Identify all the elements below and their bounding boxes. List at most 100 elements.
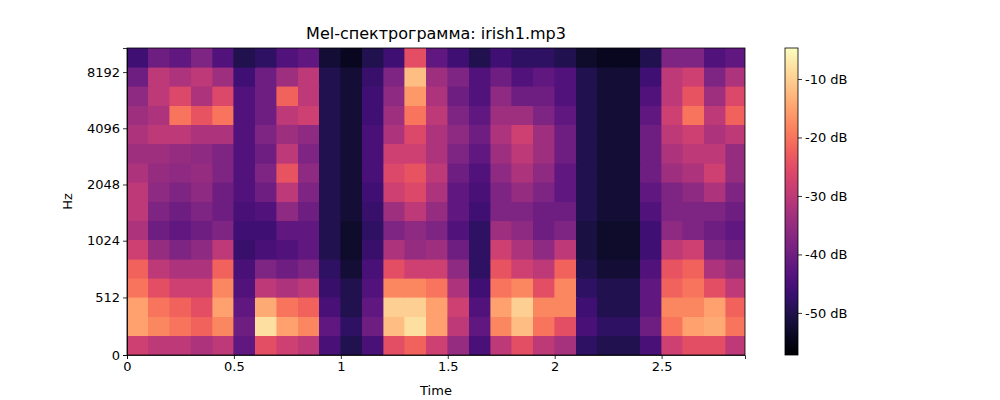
cell xyxy=(298,163,319,182)
tick-label: 2048 xyxy=(87,177,120,192)
cell xyxy=(619,86,640,105)
cell xyxy=(170,336,191,355)
cell xyxy=(619,221,640,240)
cell xyxy=(683,163,704,182)
cell xyxy=(191,336,212,355)
cell xyxy=(426,240,447,259)
axis-line xyxy=(799,49,803,356)
cell xyxy=(277,240,298,259)
cell xyxy=(469,163,490,182)
cell xyxy=(405,297,426,316)
cell xyxy=(277,297,298,316)
x-axis: 00.511.522.5 xyxy=(123,355,745,374)
cell xyxy=(148,48,169,67)
cell xyxy=(341,86,362,105)
cell xyxy=(234,221,255,240)
cell xyxy=(426,106,447,125)
cell xyxy=(533,240,554,259)
cell xyxy=(640,144,661,163)
tick: 512 xyxy=(95,290,127,305)
cell xyxy=(362,221,383,240)
cell xyxy=(576,163,597,182)
cell xyxy=(640,297,661,316)
tick-mark xyxy=(123,184,127,185)
cell xyxy=(341,259,362,278)
cell xyxy=(405,336,426,355)
cell xyxy=(362,317,383,336)
cell xyxy=(234,48,255,67)
cell xyxy=(191,67,212,86)
cell xyxy=(234,106,255,125)
cell xyxy=(597,202,618,221)
cell xyxy=(255,182,276,201)
cell xyxy=(298,106,319,125)
cell xyxy=(213,240,234,259)
cell xyxy=(491,317,512,336)
cell xyxy=(148,297,169,316)
cell xyxy=(533,297,554,316)
cell xyxy=(555,259,576,278)
title: Mel-спектрограмма: irish1.mp3 xyxy=(306,24,566,43)
cell xyxy=(127,163,148,182)
cell xyxy=(448,297,469,316)
cell xyxy=(597,297,618,316)
cell xyxy=(170,259,191,278)
tick: -30 dB xyxy=(798,189,848,204)
tick-label: -30 dB xyxy=(805,189,848,204)
cell xyxy=(213,182,234,201)
cell xyxy=(170,67,191,86)
cell xyxy=(234,240,255,259)
cell xyxy=(491,259,512,278)
cell xyxy=(726,240,745,259)
tick: 0.5 xyxy=(224,355,245,374)
cell xyxy=(555,202,576,221)
cell xyxy=(426,278,447,297)
cell xyxy=(555,240,576,259)
cell xyxy=(469,67,490,86)
tick-mark xyxy=(123,128,127,129)
cell xyxy=(234,144,255,163)
cell xyxy=(234,336,255,355)
cell xyxy=(448,240,469,259)
cell xyxy=(426,86,447,105)
cell xyxy=(448,202,469,221)
cell xyxy=(662,67,683,86)
cell xyxy=(683,202,704,221)
cell xyxy=(319,297,340,316)
cell xyxy=(491,67,512,86)
cell xyxy=(191,182,212,201)
cell xyxy=(191,278,212,297)
cell xyxy=(619,202,640,221)
tick: -20 dB xyxy=(798,130,848,145)
cell xyxy=(662,336,683,355)
cell xyxy=(512,297,533,316)
cell xyxy=(191,317,212,336)
cell xyxy=(277,259,298,278)
cell xyxy=(191,106,212,125)
cell xyxy=(319,144,340,163)
cell xyxy=(469,336,490,355)
cell xyxy=(640,106,661,125)
cell xyxy=(469,106,490,125)
tick: 1.5 xyxy=(438,355,459,374)
cell xyxy=(384,202,405,221)
cell xyxy=(255,259,276,278)
cell xyxy=(384,317,405,336)
cell xyxy=(512,240,533,259)
cell xyxy=(491,240,512,259)
cell xyxy=(704,317,725,336)
cell xyxy=(426,163,447,182)
cell xyxy=(127,182,148,201)
tick: 0 xyxy=(112,348,127,363)
cell xyxy=(683,221,704,240)
cell xyxy=(683,297,704,316)
cell xyxy=(704,86,725,105)
cell xyxy=(662,317,683,336)
cell xyxy=(683,278,704,297)
cell xyxy=(662,202,683,221)
cell xyxy=(704,221,725,240)
cell xyxy=(576,182,597,201)
cell xyxy=(384,259,405,278)
cell xyxy=(319,67,340,86)
cell xyxy=(619,259,640,278)
